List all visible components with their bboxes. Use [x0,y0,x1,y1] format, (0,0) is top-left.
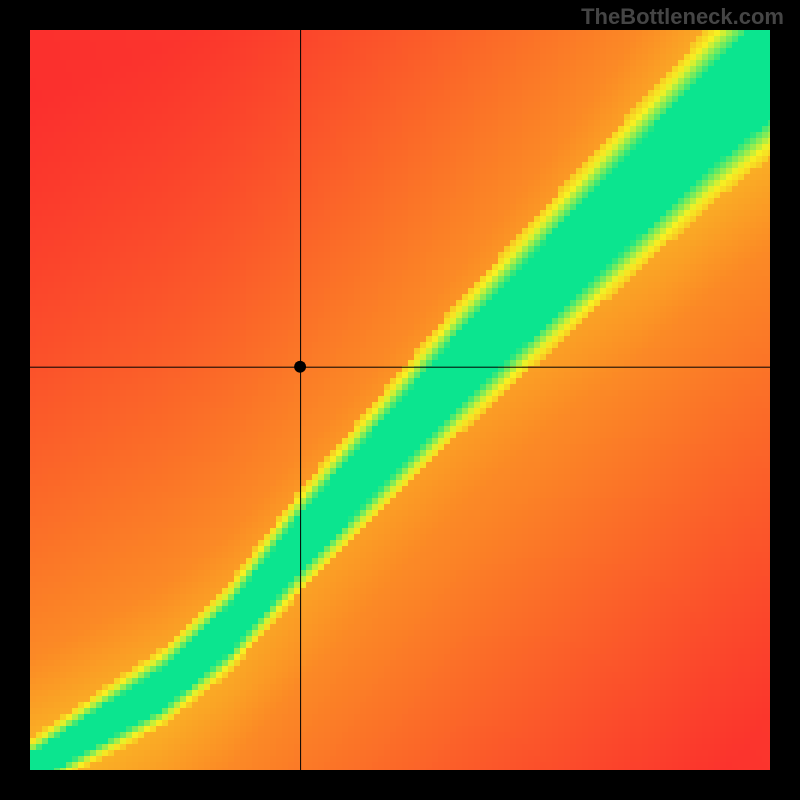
bottleneck-heatmap [30,30,770,770]
watermark-text: TheBottleneck.com [581,4,784,30]
chart-container: TheBottleneck.com [0,0,800,800]
